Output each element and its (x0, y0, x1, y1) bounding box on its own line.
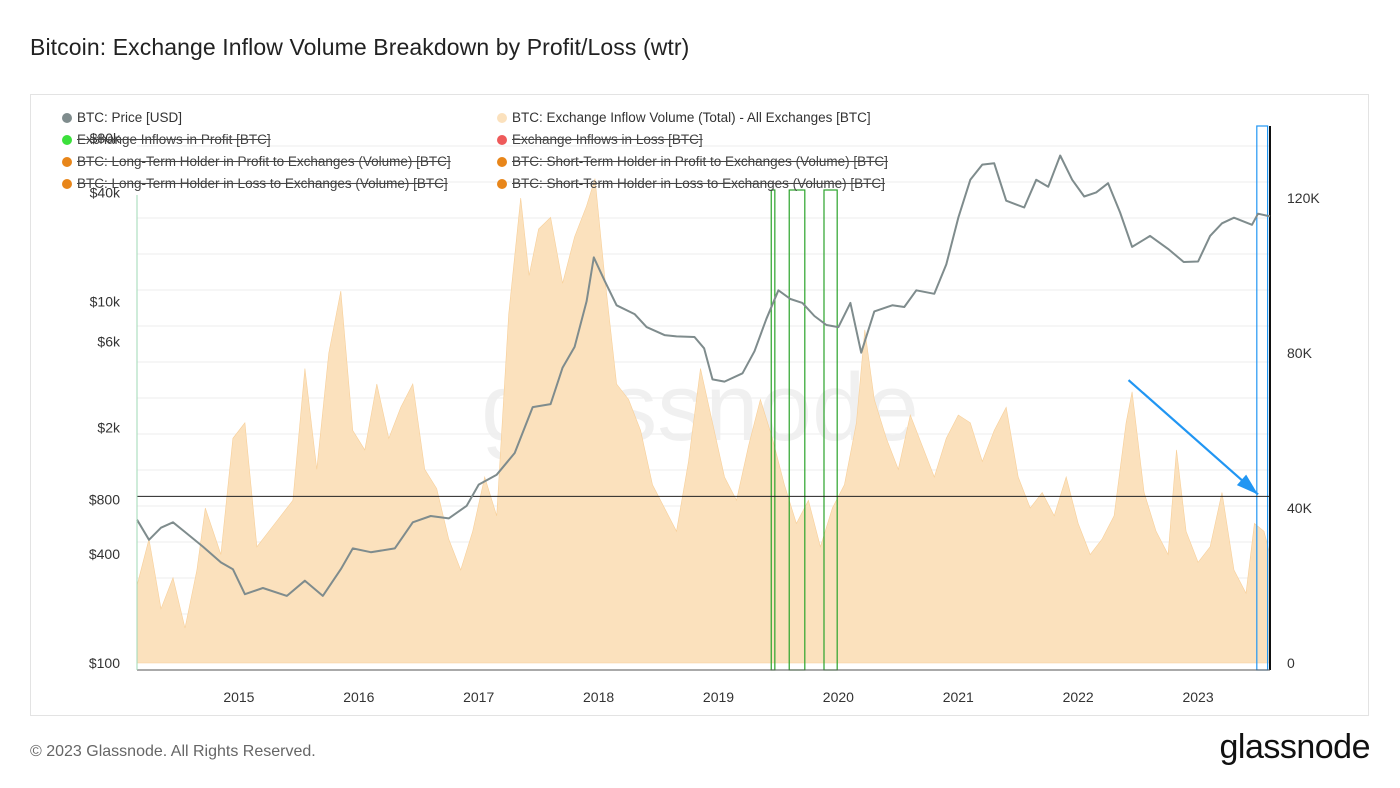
x-tick-label: 2016 (343, 689, 374, 705)
y-right-tick-label: 40K (1287, 500, 1313, 516)
x-tick-label: 2020 (823, 689, 854, 705)
x-tick-label: 2019 (703, 689, 734, 705)
brand-logo: glassnode (1219, 728, 1370, 766)
legend-item[interactable]: BTC: Long-Term Holder in Loss to Exchang… (62, 176, 448, 191)
legend-label: Exchange Inflows in Loss [BTC] (512, 132, 703, 147)
y-left-tick-label: $100 (89, 655, 120, 671)
legend-swatch-icon (62, 113, 72, 123)
legend-label: BTC: Exchange Inflow Volume (Total) - Al… (512, 110, 871, 125)
legend-item[interactable]: BTC: Short-Term Holder in Loss to Exchan… (497, 176, 885, 191)
legend-label: BTC: Long-Term Holder in Profit to Excha… (77, 154, 451, 169)
legend-swatch-icon (62, 179, 72, 189)
legend-swatch-icon (497, 113, 507, 123)
y-right-tick-label: 120K (1287, 190, 1320, 206)
legend-swatch-icon (497, 179, 507, 189)
y-left-tick-label: $40k (90, 184, 121, 200)
legend-swatch-icon (62, 157, 72, 167)
y-left-tick-label: $2k (97, 420, 121, 436)
legend-label: Exchange Inflows in Profit [BTC] (77, 132, 271, 147)
y-left-tick-label: $800 (89, 492, 120, 508)
y-left-tick-label: $10k (90, 293, 121, 309)
y-right-tick-label: 0 (1287, 655, 1295, 671)
legend-swatch-icon (62, 135, 72, 145)
y-right-tick-label: 80K (1287, 345, 1313, 361)
x-tick-label: 2015 (223, 689, 254, 705)
legend-swatch-icon (497, 157, 507, 167)
chart-frame (30, 94, 1369, 716)
x-tick-label: 2021 (943, 689, 974, 705)
legend-label: BTC: Short-Term Holder in Profit to Exch… (512, 154, 888, 169)
legend-label: BTC: Short-Term Holder in Loss to Exchan… (512, 176, 885, 191)
copyright-footer: © 2023 Glassnode. All Rights Reserved. (30, 743, 316, 760)
price-line (136, 154, 1271, 597)
arrow-line (1127, 379, 1259, 496)
legend-item[interactable]: Exchange Inflows in Loss [BTC] (497, 132, 703, 147)
page-title: Bitcoin: Exchange Inflow Volume Breakdow… (30, 34, 690, 60)
volume-area (136, 178, 1271, 664)
y-left-tick-label: $80k (90, 130, 121, 146)
legend-item[interactable]: BTC: Short-Term Holder in Profit to Exch… (497, 154, 888, 169)
arrow-head (1236, 474, 1259, 495)
legend-item[interactable]: BTC: Long-Term Holder in Profit to Excha… (62, 154, 451, 169)
legend-item[interactable]: BTC: Price [USD] (62, 110, 182, 125)
x-tick-label: 2018 (583, 689, 614, 705)
legend-item[interactable]: BTC: Exchange Inflow Volume (Total) - Al… (497, 110, 871, 125)
y-left-tick-label: $6k (97, 333, 121, 349)
x-tick-label: 2023 (1182, 689, 1213, 705)
legend-label: BTC: Long-Term Holder in Loss to Exchang… (77, 176, 448, 191)
legend-item[interactable]: Exchange Inflows in Profit [BTC] (62, 132, 271, 147)
y-left-tick-label: $400 (89, 546, 120, 562)
legend-label: BTC: Price [USD] (77, 110, 183, 125)
x-tick-label: 2017 (463, 689, 494, 705)
x-tick-label: 2022 (1063, 689, 1094, 705)
legend-swatch-icon (497, 135, 507, 145)
